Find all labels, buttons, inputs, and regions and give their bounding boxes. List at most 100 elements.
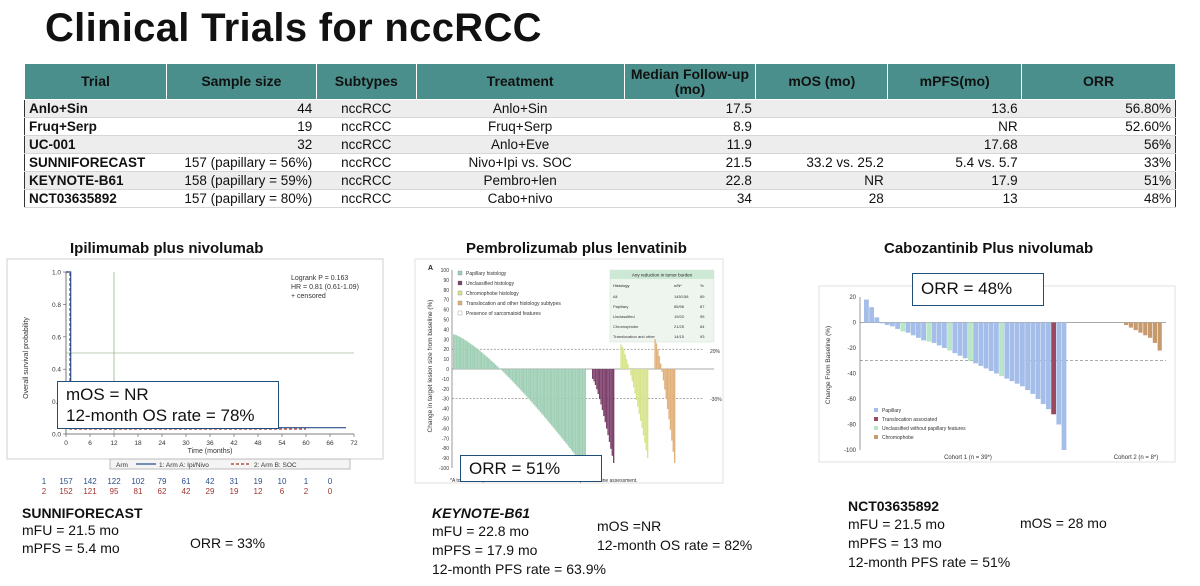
- panel3-mos: mOS = 28 mo: [1020, 515, 1107, 531]
- cell-orr: 33%: [1021, 153, 1176, 172]
- header-sample-size: Sample size: [165, 63, 317, 100]
- km-xtick: 12: [110, 440, 118, 447]
- panel1-summary-box: mOS = NR 12-month OS rate = 78%: [57, 381, 279, 429]
- cb-waterfall-bar: [947, 322, 952, 351]
- cb-waterfall-bar: [957, 322, 963, 356]
- cb-waterfall-bar: [874, 317, 880, 323]
- cell-orr: 51%: [1021, 171, 1176, 190]
- panel2-mfu: mFU = 22.8 mo: [432, 523, 529, 539]
- kn-legend-item: Unclassified histology: [466, 281, 515, 287]
- kn-waterfall-bar: [489, 359, 491, 369]
- km-ytick: 0.2: [52, 399, 61, 406]
- kn-waterfall-bar: [592, 369, 594, 379]
- cell-treatment: Anlo+Eve: [416, 135, 625, 154]
- cb-ytick: -80: [847, 423, 856, 429]
- cb-ytick: -20: [847, 346, 856, 352]
- kn-waterfall-bar: [471, 344, 473, 369]
- page-title: Clinical Trials for nccRCC: [45, 6, 542, 50]
- kn-waterfall-bar: [596, 369, 598, 390]
- cb-waterfall-bar: [895, 322, 900, 329]
- kn-waterfall-bar: [493, 363, 495, 369]
- kn-waterfall-bar: [457, 335, 459, 369]
- cb-cohort2: Cohort 2 (n = 8*): [1114, 455, 1159, 461]
- km-xtick: 18: [134, 440, 142, 447]
- kn-waterfall-bar: [556, 369, 558, 433]
- cb-waterfall-bar: [942, 322, 947, 348]
- kn-waterfall-bar: [566, 369, 568, 445]
- kn-waterfall-bar: [576, 369, 578, 457]
- cell-mpfs: 5.4 vs. 5.7: [887, 153, 1022, 172]
- cb-waterfall-bar: [1030, 322, 1036, 394]
- panel2-os-rate: 12-month OS rate = 82%: [597, 537, 753, 553]
- kn-waterfall-bar: [486, 357, 488, 369]
- kn-waterfall-bar: [572, 369, 574, 452]
- kn-inset-header: n/N*: [674, 283, 682, 288]
- kn-waterfall-bar: [570, 369, 572, 450]
- cell-trial-name: Anlo+Sin: [24, 99, 167, 118]
- km-xtick: 60: [302, 440, 310, 447]
- kn-waterfall-bar: [490, 360, 493, 369]
- panel3-pfs-rate: 12-month PFS rate = 51%: [848, 554, 1011, 570]
- km-risk-arm-a: 61: [182, 477, 191, 486]
- cb-waterfall-bar: [1051, 322, 1056, 415]
- kn-waterfall-bar: [455, 335, 458, 369]
- kn-waterfall-bar: [544, 369, 546, 418]
- cell-mpfs: 13.6: [887, 99, 1022, 118]
- kn-waterfall-bar: [613, 369, 615, 463]
- kn-waterfall-bar: [658, 356, 660, 369]
- kn-waterfall-bar: [563, 369, 565, 441]
- header-trial: Trial: [24, 63, 167, 100]
- kn-inset-cell: Papillary: [613, 304, 628, 309]
- cb-waterfall-bar: [983, 322, 989, 369]
- kn-inset-title: Any reduction in tumor burden: [632, 273, 693, 278]
- kn-waterfall-bar: [562, 369, 564, 440]
- cb-waterfall-bar: [968, 322, 973, 361]
- km-risk-arm-b: 42: [182, 487, 191, 496]
- kn-waterfall-bar: [485, 355, 487, 369]
- cb-waterfall-bar: [1020, 322, 1025, 387]
- km-xtick: 6: [88, 440, 92, 447]
- kn-waterfall-bar: [555, 369, 557, 431]
- kn-waterfall-bar: [661, 369, 663, 372]
- kn-waterfall-bar: [559, 369, 561, 436]
- kn-waterfall-bar: [497, 367, 500, 369]
- cb-waterfall-bar: [926, 322, 932, 342]
- kn-waterfall-bar: [545, 369, 547, 419]
- km-xtick: 48: [254, 440, 262, 447]
- cb-legend-swatch: [874, 435, 878, 439]
- cb-waterfall-bar: [890, 322, 895, 327]
- kn-waterfall-bar: [468, 342, 470, 369]
- kn-waterfall-bar: [520, 369, 522, 391]
- kn-waterfall-bar: [482, 353, 484, 369]
- kn-waterfall-bar: [504, 369, 507, 375]
- kn-waterfall-bar: [500, 369, 502, 370]
- kn-waterfall-bar: [488, 358, 490, 369]
- header-mpfs: mPFS(mo): [887, 63, 1023, 100]
- cell-mos: [755, 135, 888, 154]
- kn-waterfall-bar: [583, 369, 585, 467]
- km-risk-arm-b: 81: [134, 487, 143, 496]
- cb-waterfall-bar: [973, 322, 978, 364]
- kn-waterfall-bar: [476, 348, 479, 369]
- kn-waterfall-bar: [623, 350, 625, 369]
- kn-waterfall-bar: [510, 369, 512, 380]
- cb-waterfall-bar: [1152, 322, 1157, 343]
- kn-waterfall-bar: [511, 369, 514, 382]
- kn-waterfall-bar: [492, 362, 494, 369]
- cell-median-follow-up: 17.5: [624, 99, 756, 118]
- kn-legend-item: Translocation and other histology subtyp…: [466, 301, 561, 307]
- kn-waterfall-bar: [644, 369, 646, 443]
- kn-waterfall-bar: [495, 364, 497, 369]
- cell-subtype: nccRCC: [316, 189, 417, 208]
- cell-orr: 56.80%: [1021, 99, 1176, 118]
- kn-waterfall-bar: [569, 369, 571, 448]
- kn-waterfall-bar: [638, 369, 640, 414]
- panel2-title: Pembrolizumab plus lenvatinib: [466, 240, 687, 257]
- km-risk-arm-b: 95: [110, 487, 119, 496]
- kn-waterfall-bar: [518, 369, 521, 389]
- table-row: SUNNIFORECAST 157 (papillary = 56%) nccRCC…: [24, 153, 1176, 172]
- cb-waterfall-bar: [962, 322, 968, 359]
- cb-waterfall-bar: [1014, 322, 1020, 384]
- kn-waterfall-bar: [654, 339, 656, 369]
- cb-waterfall-bar: [1056, 322, 1062, 425]
